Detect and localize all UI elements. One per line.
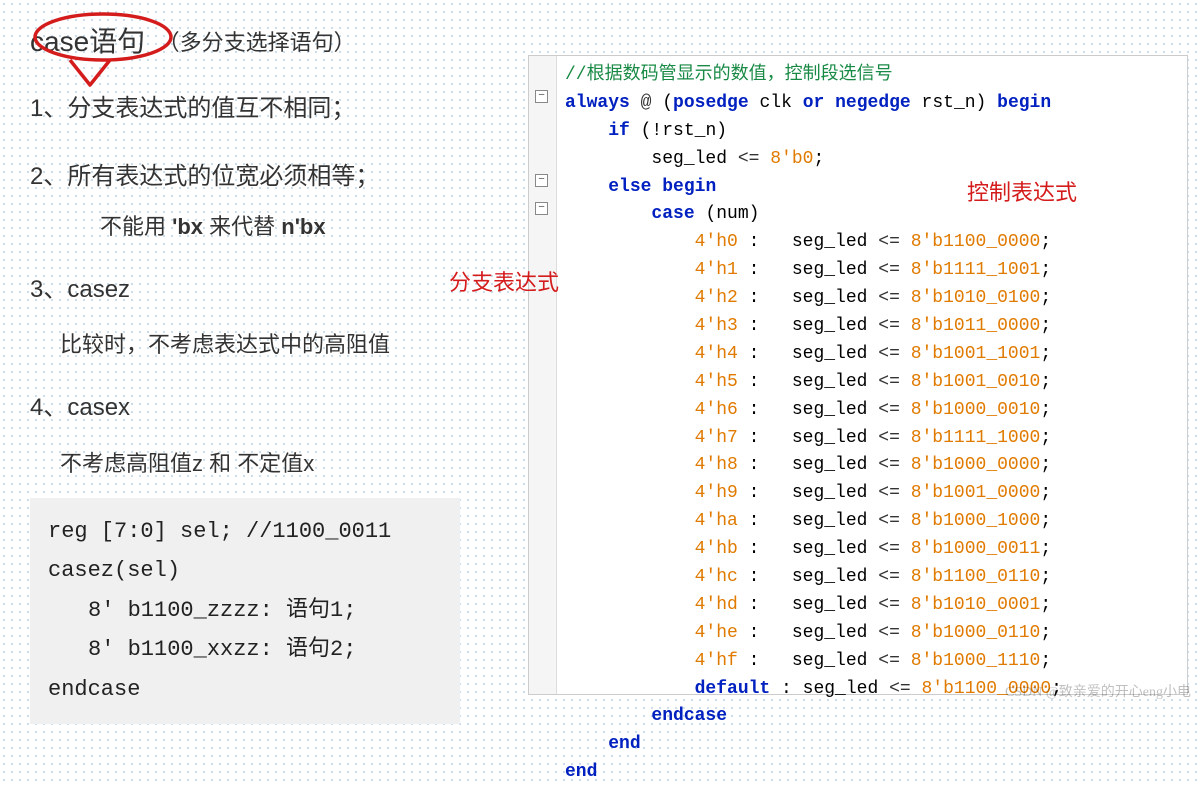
code-body[interactable]: //根据数码管显示的数值，控制段选信号 always @ (posedge cl…	[557, 56, 1187, 694]
text: 来代替	[203, 214, 281, 239]
fold-gutter[interactable]: − − −	[529, 56, 557, 694]
rule-2: 2、所有表达式的位宽必须相等；	[30, 158, 500, 196]
rule-4-desc: 不考虑高阻值z 和 不定值x	[60, 446, 500, 478]
code-editor[interactable]: − − − //根据数码管显示的数值，控制段选信号 always @ (pose…	[528, 55, 1188, 695]
snippet-line: endcase	[48, 670, 442, 710]
snippet-line: reg [7:0] sel; //1100_0011	[48, 512, 442, 552]
rule-3-desc: 比较时，不考虑表达式中的高阻值	[60, 327, 500, 359]
title-block: case语句 （多分支选择语句）	[30, 20, 500, 60]
annotation-control-expr: 控制表达式	[967, 176, 1077, 210]
snippet-line: 8' b1100_xxzz: 语句2;	[48, 630, 442, 670]
snippet-line: 8' b1100_zzzz: 语句1;	[48, 591, 442, 631]
rule-3: 3、casez	[30, 271, 500, 309]
annotation-branch-expr: 分支表达式	[449, 266, 559, 300]
snippet-line: casez(sel)	[48, 551, 442, 591]
rule-2-sub: 不能用 'bx 来代替 n'bx	[100, 209, 500, 241]
lecture-notes: case语句 （多分支选择语句） 1、分支表达式的值互不相同； 2、所有表达式的…	[30, 20, 500, 724]
fold-icon[interactable]: −	[535, 90, 548, 103]
fold-icon[interactable]: −	[535, 174, 548, 187]
bold-text: n'bx	[281, 214, 325, 239]
page-subtitle: （多分支选择语句）	[158, 30, 356, 55]
rule-1: 1、分支表达式的值互不相同；	[30, 90, 500, 128]
bold-text: 'bx	[172, 214, 203, 239]
page-title: case语句	[30, 26, 145, 57]
text: 不能用	[100, 214, 172, 239]
code-snippet: reg [7:0] sel; //1100_0011 casez(sel) 8'…	[30, 498, 460, 724]
watermark: CSDN @致亲爱的开心eng小电	[1005, 681, 1191, 701]
fold-icon[interactable]: −	[535, 202, 548, 215]
rule-4: 4、casex	[30, 389, 500, 427]
